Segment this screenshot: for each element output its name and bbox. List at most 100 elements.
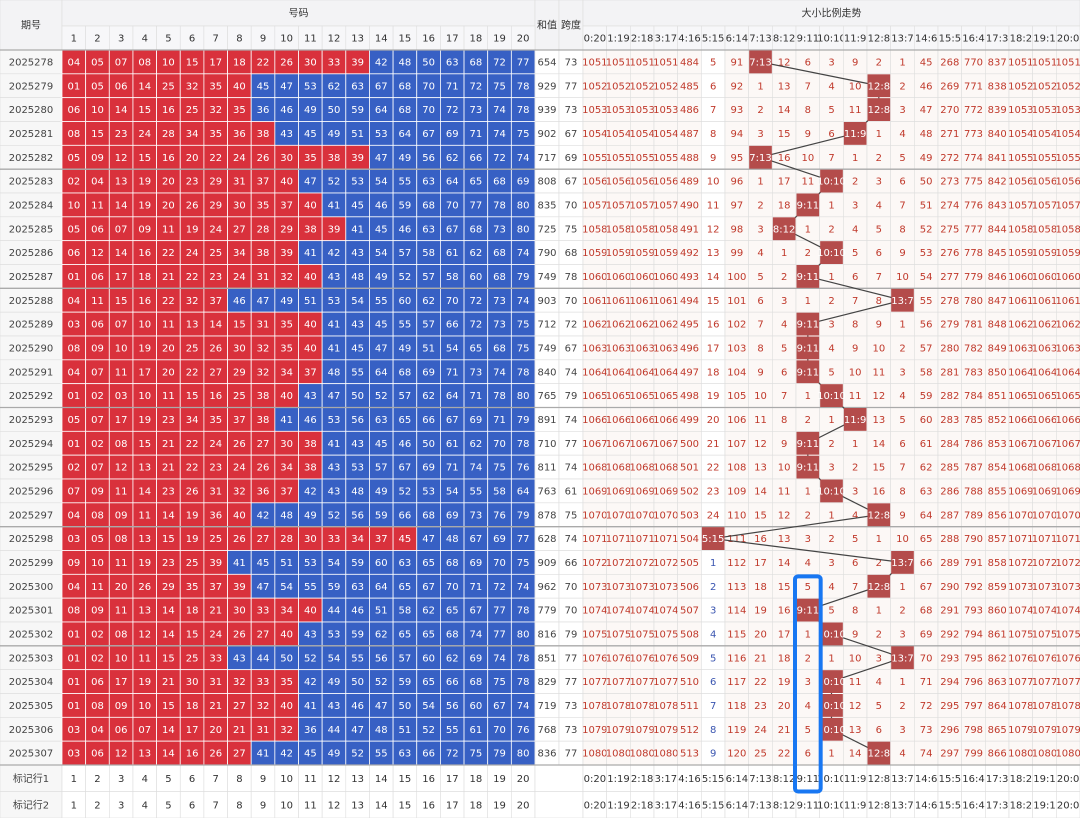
number: 26 — [257, 463, 270, 474]
number: 54 — [422, 701, 435, 712]
trend-value: 1062 — [1032, 320, 1057, 331]
number: 38 — [328, 153, 341, 164]
number: 33 — [257, 677, 270, 688]
number: 49 — [399, 153, 412, 164]
number: 63 — [422, 177, 435, 188]
trend-value: 8 — [710, 725, 716, 736]
trend-value: 2 — [852, 463, 858, 474]
number: 76 — [493, 510, 506, 521]
trend-value: 4 — [710, 629, 716, 640]
issue: 2025303 — [9, 653, 54, 664]
number: 30 — [304, 57, 317, 68]
number: 47 — [375, 343, 388, 354]
span: 79 — [565, 629, 578, 640]
ratio-column: 19:1 — [1033, 34, 1055, 45]
number-column: 11 — [304, 34, 317, 45]
footer-number: 4 — [142, 800, 148, 811]
sum: 725 — [537, 224, 556, 235]
trend-value: 1064 — [606, 367, 631, 378]
trend-value: 24 — [754, 725, 767, 736]
number: 52 — [351, 749, 364, 760]
span: 73 — [565, 57, 578, 68]
number: 73 — [493, 320, 506, 331]
trend-value: 61 — [920, 439, 933, 450]
trend-value: 1 — [876, 534, 882, 545]
trend-value: 1074 — [1055, 606, 1080, 617]
number: 52 — [375, 391, 388, 402]
trend-value: 8 — [899, 486, 905, 497]
number: 48 — [280, 510, 293, 521]
number: 20 — [162, 177, 175, 188]
trend-value: 13 — [778, 81, 791, 92]
trend-value: 3 — [828, 320, 834, 331]
number: 43 — [280, 129, 293, 140]
trend-value: 9 — [852, 343, 858, 354]
issue: 2025291 — [9, 367, 54, 378]
trend-value: 22 — [778, 749, 791, 760]
number: 59 — [328, 582, 341, 593]
footer-ratio-bg — [1056, 791, 1080, 818]
number: 49 — [304, 510, 317, 521]
trend-value: 2 — [828, 224, 834, 235]
trend-value: 19 — [778, 677, 791, 688]
issue: 2025304 — [9, 677, 54, 688]
trend-value: 1066 — [629, 415, 654, 426]
footer-ratio: 12:8 — [868, 774, 890, 785]
trend-value: 4 — [899, 129, 905, 140]
number: 02 — [91, 653, 104, 664]
number: 12 — [115, 463, 128, 474]
number: 64 — [446, 391, 459, 402]
number: 14 — [162, 606, 175, 617]
number: 38 — [257, 248, 270, 259]
number: 78 — [517, 81, 530, 92]
trend-value: 271 — [940, 129, 959, 140]
number: 53 — [328, 629, 341, 640]
number: 25 — [186, 558, 199, 569]
trend-value: 111 — [727, 534, 746, 545]
number: 05 — [67, 153, 80, 164]
trend-value: 1051 — [1008, 57, 1033, 68]
header-span: 跨度 — [561, 19, 581, 32]
number: 34 — [186, 129, 199, 140]
footer-label: 标记行1 — [13, 772, 49, 785]
trend-value: 3 — [876, 177, 882, 188]
trend-connector — [760, 61, 879, 87]
number: 50 — [399, 701, 412, 712]
number: 64 — [375, 367, 388, 378]
number: 73 — [470, 367, 483, 378]
trend-value-bg — [843, 97, 868, 122]
number-column: 18 — [470, 34, 483, 45]
number: 63 — [351, 81, 364, 92]
number: 69 — [517, 177, 530, 188]
number: 59 — [399, 677, 412, 688]
number: 11 — [115, 367, 128, 378]
number: 68 — [422, 200, 435, 211]
number: 67 — [422, 129, 435, 140]
number: 47 — [280, 81, 293, 92]
trend-value: 120 — [727, 749, 746, 760]
trend-value: 7 — [852, 296, 858, 307]
number: 17 — [209, 57, 222, 68]
trend-value: 1064 — [653, 367, 678, 378]
number: 35 — [304, 153, 317, 164]
trend-value: 74 — [920, 749, 933, 760]
trend-value: 5 — [828, 606, 834, 617]
number: 12 — [91, 248, 104, 259]
number: 25 — [209, 534, 222, 545]
trend-value: 12 — [778, 510, 791, 521]
number: 07 — [115, 224, 128, 235]
trend-value: 16 — [778, 606, 791, 617]
trend-value: 119 — [727, 725, 746, 736]
number: 46 — [351, 701, 364, 712]
trend-value: 1 — [828, 749, 834, 760]
trend-value: 1052 — [1032, 81, 1057, 92]
number: 25 — [209, 248, 222, 259]
span: 79 — [565, 391, 578, 402]
number: 45 — [351, 200, 364, 211]
number: 69 — [446, 510, 459, 521]
trend-value: 503 — [680, 510, 699, 521]
trend-value: 8 — [710, 129, 716, 140]
footer-ratio: 16:4 — [962, 800, 984, 811]
number: 41 — [328, 439, 341, 450]
number: 14 — [138, 486, 151, 497]
